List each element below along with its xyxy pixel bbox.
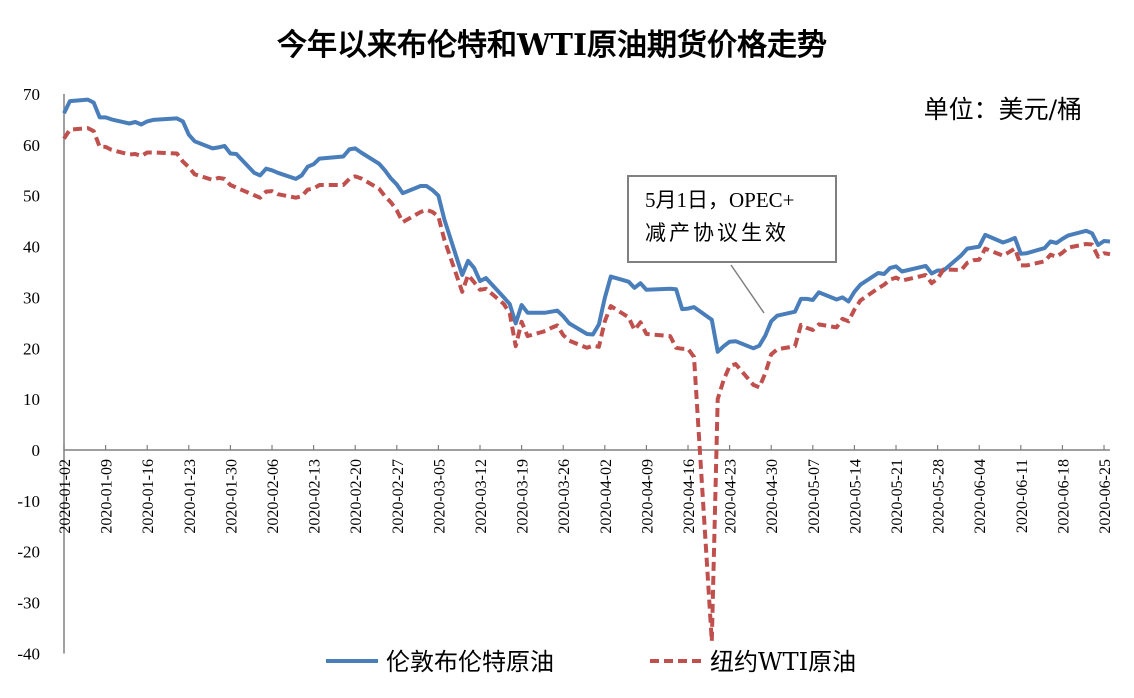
series-line-brent: [62, 97, 1111, 354]
x-tick-label: 2020-02-06: [265, 459, 282, 534]
y-tick-label: 40: [23, 238, 40, 257]
y-tick-label: -30: [17, 594, 40, 613]
x-tick-label: 2020-04-23: [723, 459, 740, 534]
y-tick-label: -20: [17, 543, 40, 562]
x-tick-label: 2020-03-12: [473, 459, 490, 534]
x-tick-label: 2020-01-02: [57, 459, 74, 534]
x-tick-label: 2020-05-07: [806, 459, 823, 534]
y-tick-label: -40: [17, 644, 40, 663]
x-tick-label: 2020-05-14: [847, 459, 864, 534]
annotation: 5月1日，OPEC+ 减产协议生效: [627, 175, 837, 314]
x-tick-label: 2020-06-11: [1014, 459, 1031, 533]
x-tick-label: 2020-01-30: [223, 459, 240, 534]
x-tick-label: 2020-03-26: [556, 459, 573, 534]
x-tick-label: 2020-02-27: [390, 459, 407, 534]
x-tick-label: 2020-04-16: [681, 459, 698, 534]
x-tick-label: 2020-05-28: [931, 459, 948, 534]
y-tick-label: 10: [23, 390, 40, 409]
axes: 70 60 50 40 30 20 10 0 -10 -20 -30 -40 2020-01-02 202…: [17, 85, 1114, 663]
x-tick-label: 2020-05-21: [889, 459, 906, 534]
y-tick-label: -10: [17, 492, 40, 511]
x-tick-label: 2020-03-19: [515, 459, 532, 534]
x-tick-label: 2020-01-16: [140, 459, 157, 534]
annotation-box: [627, 175, 837, 263]
y-tick-label: 20: [23, 339, 40, 358]
y-tick-label: 0: [32, 441, 41, 460]
legend-label-wti: 纽约WTI原油: [710, 648, 856, 676]
legend: 伦敦布伦特原油 纽约WTI原油: [326, 648, 856, 676]
y-tick-label: 60: [23, 136, 40, 155]
x-tick-label: 2020-06-04: [972, 459, 989, 534]
x-tick-label: 2020-04-30: [764, 459, 781, 534]
y-tick-label: 30: [23, 288, 40, 307]
y-tick-label: 70: [23, 85, 40, 104]
chart-title: 今年以来布伦特和WTI原油期货价格走势: [277, 28, 827, 63]
unit-label: 单位：美元/桶: [924, 95, 1082, 124]
annotation-line2: 减产协议生效: [645, 221, 789, 245]
x-tick-label: 2020-01-23: [182, 459, 199, 534]
x-tick-label: 2020-02-13: [307, 459, 324, 534]
x-tick-label: 2020-06-18: [1055, 459, 1072, 534]
x-tick-label: 2020-04-02: [598, 459, 615, 534]
annotation-leader-line: [730, 264, 765, 314]
legend-label-brent: 伦敦布伦特原油: [386, 648, 554, 676]
series-lines: [62, 97, 1111, 644]
annotation-line1: 5月1日，OPEC+: [645, 188, 795, 212]
x-tick-label: 2020-04-09: [639, 459, 656, 534]
y-tick-label: 50: [23, 187, 40, 206]
x-tick-label: 2020-02-20: [348, 459, 365, 534]
series-line-wti: [62, 126, 1111, 644]
x-tick-label: 2020-06-25: [1097, 459, 1114, 534]
x-tick-label: 2020-01-09: [99, 459, 116, 534]
x-tick-label: 2020-03-05: [431, 459, 448, 534]
